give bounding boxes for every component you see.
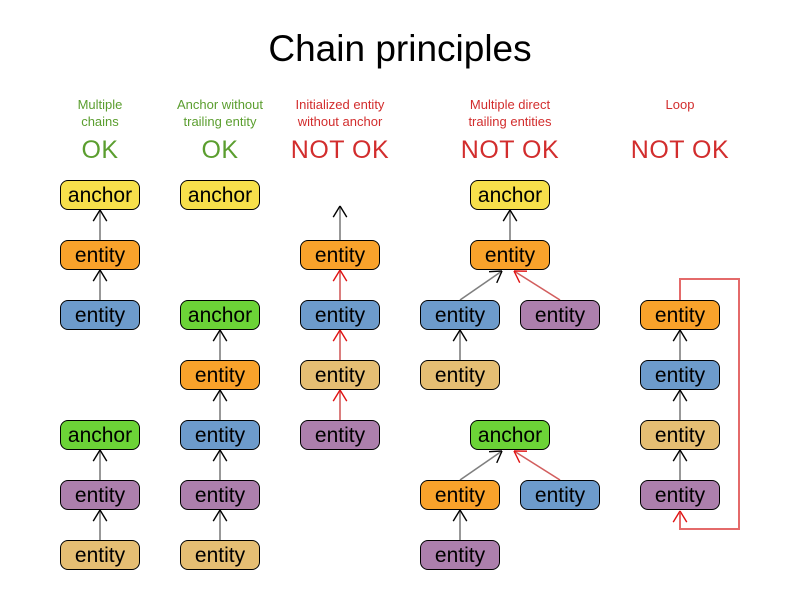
node-entity: entity xyxy=(60,300,140,330)
node-entity: entity xyxy=(60,540,140,570)
arrow-head xyxy=(672,389,681,402)
arrow-head xyxy=(332,205,341,218)
node-entity: entity xyxy=(520,480,600,510)
arrow-head xyxy=(496,450,503,464)
node-anchor: anchor xyxy=(180,300,260,330)
column-header-multiple-chains: Multiple chains OK xyxy=(25,96,175,163)
arrow-head xyxy=(679,510,688,523)
arrow-head xyxy=(99,449,108,462)
arrow-head xyxy=(99,209,108,222)
node-entity: entity xyxy=(300,420,380,450)
arrow-head xyxy=(219,449,228,462)
arrow-head xyxy=(339,205,348,218)
node-entity: entity xyxy=(640,360,720,390)
arrow-head xyxy=(339,269,348,282)
arrow-head xyxy=(99,269,108,282)
arrow-line xyxy=(459,450,503,481)
arrow-head xyxy=(679,329,688,342)
arrow-head xyxy=(672,329,681,342)
page-title: Chain principles xyxy=(268,28,532,69)
node-entity: entity xyxy=(420,360,500,390)
arrow-head xyxy=(452,329,461,342)
arrow-head xyxy=(452,509,461,522)
arrow-head xyxy=(219,509,228,522)
node-anchor: anchor xyxy=(60,180,140,210)
arrow-head xyxy=(92,269,101,282)
node-entity: entity xyxy=(300,300,380,330)
arrow-head xyxy=(459,509,468,522)
arrow-head xyxy=(92,209,101,222)
column-description: Loop xyxy=(665,97,695,112)
verdict-label: OK xyxy=(81,136,119,164)
arrow-head xyxy=(502,209,511,222)
column-description: Multiple chains xyxy=(77,97,123,129)
arrow-head xyxy=(219,389,228,402)
column-header-initialized-entity-without-anchor: Initialized entity without anchor NOT OK xyxy=(265,96,415,163)
node-entity: entity xyxy=(180,420,260,450)
verdict-label: OK xyxy=(201,136,239,164)
arrow-head xyxy=(92,509,101,522)
node-entity: entity xyxy=(640,420,720,450)
node-entity: entity xyxy=(180,540,260,570)
arrow-head xyxy=(332,329,341,342)
node-entity: entity xyxy=(180,480,260,510)
arrow-head xyxy=(513,270,521,283)
arrow-line xyxy=(459,270,503,301)
node-anchor: anchor xyxy=(470,420,550,450)
node-anchor: anchor xyxy=(60,420,140,450)
node-entity: entity xyxy=(420,540,500,570)
arrow-head xyxy=(212,389,221,402)
column-description: Anchor without trailing entity xyxy=(177,97,263,129)
arrow-head xyxy=(672,449,681,462)
node-anchor: anchor xyxy=(180,180,260,210)
node-entity: entity xyxy=(470,240,550,270)
loop-line xyxy=(679,278,740,530)
arrow-head xyxy=(339,329,348,342)
arrow-head xyxy=(92,449,101,462)
node-entity: entity xyxy=(300,360,380,390)
arrow-head xyxy=(679,449,688,462)
column-header-multiple-direct-trailing-entities: Multiple direct trailing entities NOT OK xyxy=(435,96,585,163)
arrow-head xyxy=(219,329,228,342)
arrow-head xyxy=(459,329,468,342)
verdict-label: NOT OK xyxy=(460,136,560,164)
node-entity: entity xyxy=(420,480,500,510)
node-entity: entity xyxy=(300,240,380,270)
node-entity: entity xyxy=(180,360,260,390)
arrow-head xyxy=(672,510,681,523)
arrow-head xyxy=(339,389,348,402)
node-entity: entity xyxy=(60,480,140,510)
arrow-head xyxy=(509,209,518,222)
arrow-head xyxy=(496,270,503,284)
column-description: Multiple direct trailing entities xyxy=(468,97,552,129)
column-header-loop: Loop NOT OK xyxy=(605,96,755,163)
arrow-head xyxy=(212,329,221,342)
arrow-head xyxy=(679,389,688,402)
node-entity: entity xyxy=(60,240,140,270)
column-description: Initialized entity without anchor xyxy=(295,97,385,129)
arrow-head xyxy=(99,509,108,522)
arrow-head xyxy=(212,509,221,522)
node-entity: entity xyxy=(420,300,500,330)
node-entity: entity xyxy=(520,300,600,330)
arrow-head xyxy=(488,270,503,273)
arrow-head xyxy=(488,450,503,453)
verdict-label: NOT OK xyxy=(290,136,390,164)
node-entity: entity xyxy=(640,300,720,330)
arrow-line xyxy=(513,450,561,481)
arrow-head xyxy=(513,450,521,463)
verdict-label: NOT OK xyxy=(630,136,730,164)
node-anchor: anchor xyxy=(470,180,550,210)
arrow-head xyxy=(212,449,221,462)
column-header-anchor-without-trailing-entity: Anchor without trailing entity OK xyxy=(145,96,295,163)
arrow-head xyxy=(332,269,341,282)
node-entity: entity xyxy=(640,480,720,510)
arrow-head xyxy=(332,389,341,402)
arrow-line xyxy=(513,270,561,301)
